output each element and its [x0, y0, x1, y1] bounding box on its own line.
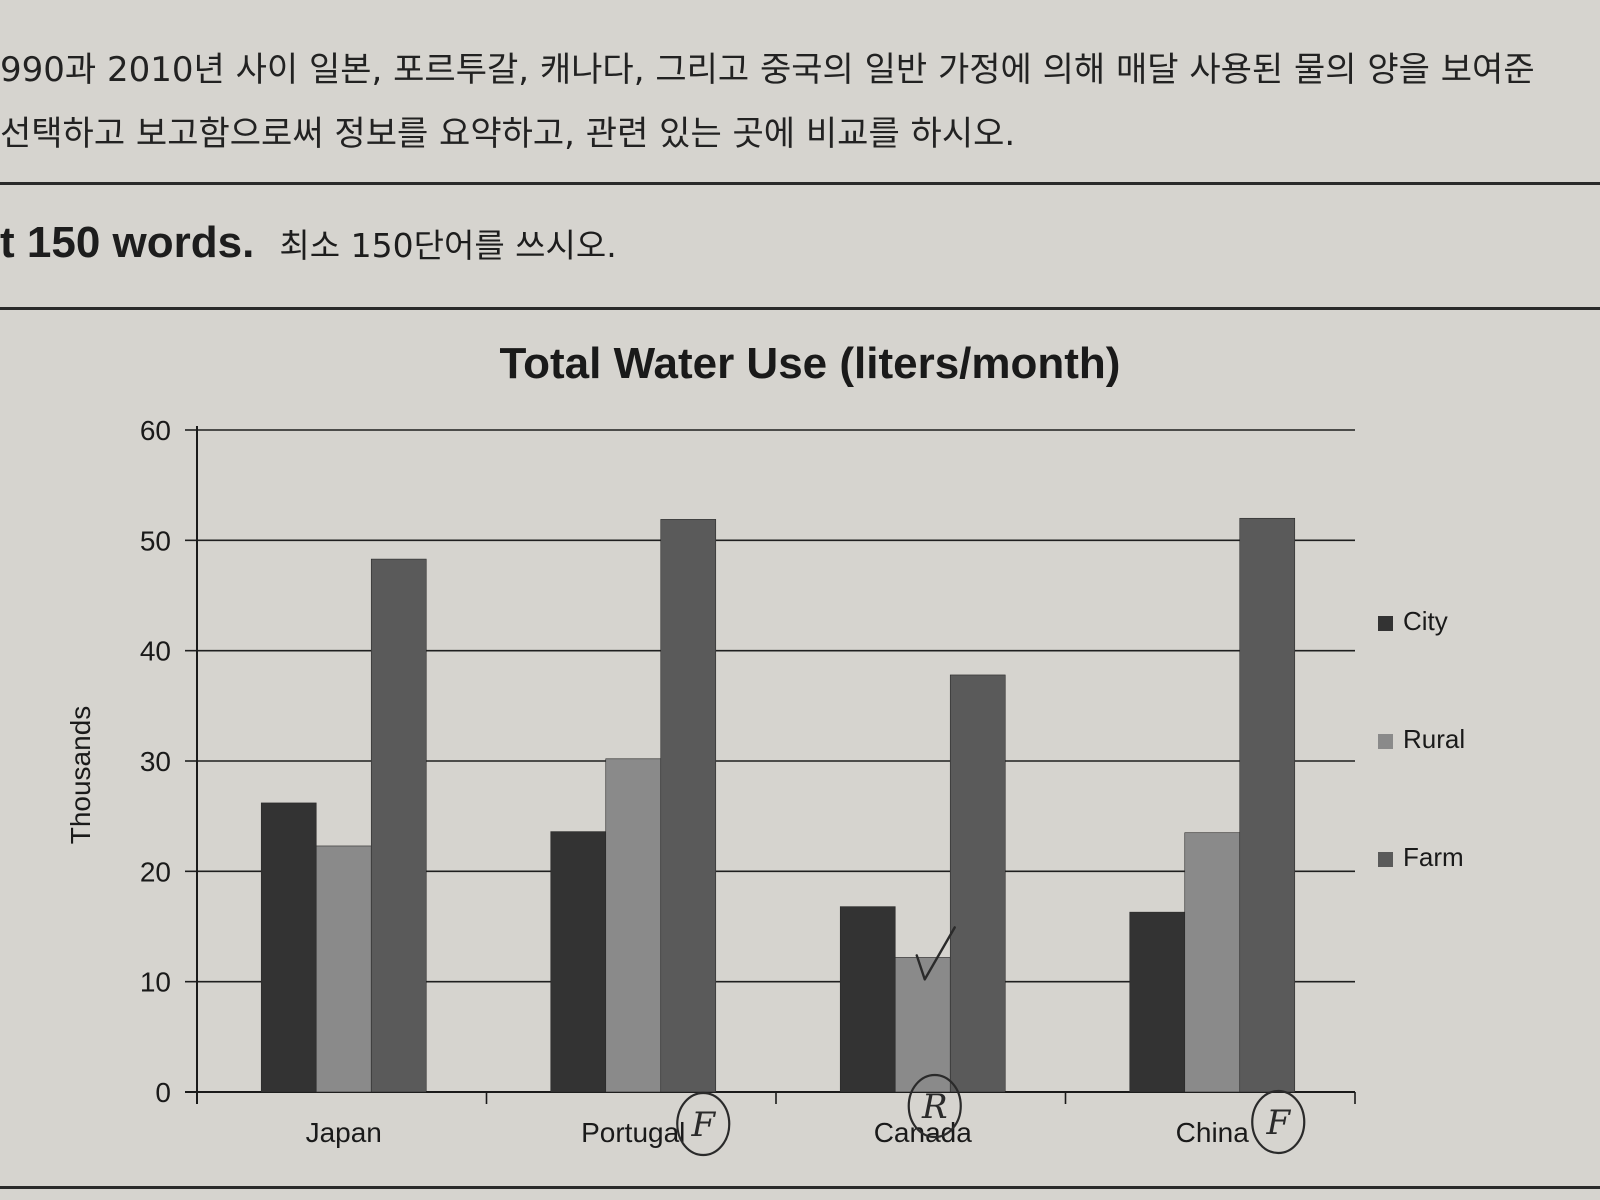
legend-swatch-rural [1378, 734, 1393, 749]
x-tick-label: Japan [306, 1117, 382, 1148]
divider-top [0, 182, 1600, 185]
instruction-line-2: 선택하고 보고함으로써 정보를 요약하고, 관련 있는 곳에 비교를 하시오. [0, 114, 1016, 154]
y-tick-label: 30 [140, 746, 171, 777]
canada-mark-letter: R [921, 1087, 948, 1127]
divider-bottom [0, 1186, 1600, 1189]
canada-mark-circle [907, 1073, 962, 1139]
bar-rural-portugal [605, 758, 662, 1093]
legend-swatch-city [1378, 616, 1393, 631]
bar-city-china [1129, 911, 1186, 1093]
legend: City Rural Farm [1378, 606, 1465, 872]
portugal-mark-circle [676, 1091, 731, 1157]
legend-swatch-farm [1378, 852, 1393, 867]
bar-farm-portugal [660, 519, 717, 1093]
y-tick-label: 60 [140, 415, 171, 446]
x-tick-label: Portugal [581, 1117, 685, 1148]
word-limit-line: t 150 words. 최소 150단어를 쓰시오. [0, 218, 617, 268]
check-mark-icon [915, 926, 956, 981]
bar-rural-china [1184, 832, 1241, 1093]
portugal-mark-letter: F [690, 1105, 716, 1145]
bar-farm-canada [949, 674, 1006, 1093]
bar-rural-japan [315, 845, 372, 1093]
bar-rural-canada [894, 957, 951, 1093]
word-limit-english: t 150 words. [0, 218, 255, 267]
y-tick-label: 0 [155, 1077, 171, 1108]
legend-label-rural: Rural [1403, 724, 1465, 754]
legend-label-city: City [1403, 606, 1448, 636]
y-tick-label: 40 [140, 636, 171, 667]
instruction-line-1: 990과 2010년 사이 일본, 포르투갈, 캐나다, 그리고 중국의 일반 … [0, 50, 1535, 90]
y-axis-label: Thousands [65, 706, 96, 845]
bar-farm-china [1239, 517, 1296, 1093]
legend-label-farm: Farm [1403, 842, 1464, 872]
china-mark-circle [1251, 1089, 1306, 1155]
y-tick-label: 10 [140, 967, 171, 998]
bars [260, 517, 1296, 1093]
bar-city-portugal [550, 831, 607, 1093]
bar-city-japan [260, 802, 317, 1093]
bar-farm-japan [370, 558, 427, 1093]
word-limit-korean: 최소 150단어를 쓰시오. [279, 226, 617, 265]
bar-city-canada [839, 906, 896, 1093]
x-tick-label: China [1176, 1117, 1250, 1148]
china-mark-letter: F [1265, 1103, 1291, 1143]
y-tick-label: 20 [140, 856, 171, 887]
chart-title: Total Water Use (liters/month) [500, 339, 1121, 388]
y-tick-label: 50 [140, 525, 171, 556]
divider-middle [0, 307, 1600, 310]
